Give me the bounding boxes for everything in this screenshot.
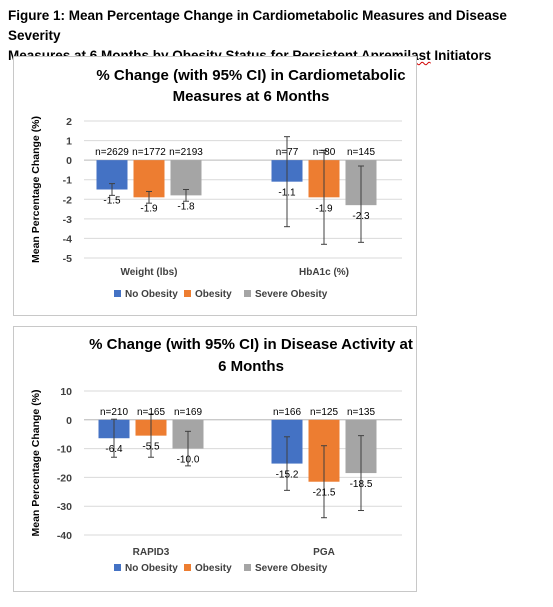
data-label: -1.8 xyxy=(177,201,195,212)
chart-title-line2: 6 Months xyxy=(218,358,284,375)
y-tick-label: 0 xyxy=(66,415,72,427)
category-label: RAPID3 xyxy=(133,547,170,558)
y-tick-label: -3 xyxy=(63,214,72,226)
figure-title-line2-c: Initiators xyxy=(430,48,492,63)
data-label: -2.3 xyxy=(352,211,370,222)
y-tick-label: -2 xyxy=(63,194,72,206)
y-tick-label: -40 xyxy=(57,530,72,542)
data-label: -1.9 xyxy=(140,203,158,214)
y-tick-label: -20 xyxy=(57,472,72,484)
data-label: -18.5 xyxy=(350,479,373,490)
chart-panel-cardiometabolic: % Change (with 95% CI) in Cardiometaboli… xyxy=(13,56,417,316)
y-tick-label: -4 xyxy=(63,233,72,245)
legend-swatch xyxy=(244,290,251,297)
data-label: -1.5 xyxy=(103,196,121,207)
legend-swatch xyxy=(184,290,191,297)
data-label: -5.5 xyxy=(142,442,160,453)
y-tick-label: 2 xyxy=(66,116,72,128)
y-axis-label: Mean Percentage Change (%) xyxy=(30,389,42,536)
chart-title-line1: % Change (with 95% CI) in Disease Activi… xyxy=(89,336,413,353)
legend-label: No Obesity xyxy=(125,563,178,574)
y-tick-label: -10 xyxy=(57,444,72,456)
y-tick-label: -5 xyxy=(63,253,72,265)
n-label: n=135 xyxy=(347,407,376,418)
chart-title-line1: % Change (with 95% CI) in Cardiometaboli… xyxy=(96,67,405,84)
legend-swatch xyxy=(114,290,121,297)
n-label: n=2193 xyxy=(169,147,203,158)
y-tick-label: -30 xyxy=(57,501,72,513)
n-label: n=77 xyxy=(276,147,299,158)
figure-title-line1: Figure 1: Mean Percentage Change in Card… xyxy=(8,8,507,43)
legend-label: Obesity xyxy=(195,563,232,574)
y-tick-label: 1 xyxy=(66,136,72,148)
n-label: n=125 xyxy=(310,407,339,418)
n-label: n=210 xyxy=(100,407,129,418)
category-label: PGA xyxy=(313,547,335,558)
legend-label: No Obesity xyxy=(125,289,178,300)
data-label: -10.0 xyxy=(177,455,200,466)
n-label: n=166 xyxy=(273,407,302,418)
legend-label: Obesity xyxy=(195,289,232,300)
chart-disease-activity: % Change (with 95% CI) in Disease Activi… xyxy=(30,336,413,574)
data-label: -21.5 xyxy=(313,488,336,499)
legend-swatch xyxy=(184,564,191,571)
data-label: -15.2 xyxy=(276,470,299,481)
legend-label: Severe Obesity xyxy=(255,289,328,300)
data-label: -1.9 xyxy=(315,203,333,214)
y-tick-label: 0 xyxy=(66,155,72,167)
legend-swatch xyxy=(244,564,251,571)
legend-label: Severe Obesity xyxy=(255,563,328,574)
n-label: n=80 xyxy=(313,147,336,158)
data-label: -6.4 xyxy=(105,444,123,455)
y-axis-label: Mean Percentage Change (%) xyxy=(30,116,42,263)
y-tick-label: -1 xyxy=(63,175,72,187)
n-label: n=2629 xyxy=(95,147,129,158)
n-label: n=145 xyxy=(347,147,376,158)
n-label: n=169 xyxy=(174,407,203,418)
y-tick-label: 10 xyxy=(60,386,72,398)
category-label: HbA1c (%) xyxy=(299,267,349,278)
n-label: n=1772 xyxy=(132,147,166,158)
chart-title-line2: Measures at 6 Months xyxy=(173,88,330,105)
chart-panel-disease-activity: % Change (with 95% CI) in Disease Activi… xyxy=(13,326,417,592)
n-label: n=165 xyxy=(137,407,166,418)
legend-swatch xyxy=(114,564,121,571)
data-label: -1.1 xyxy=(278,188,296,199)
chart-cardiometabolic: % Change (with 95% CI) in Cardiometaboli… xyxy=(30,67,406,300)
category-label: Weight (lbs) xyxy=(120,267,177,278)
